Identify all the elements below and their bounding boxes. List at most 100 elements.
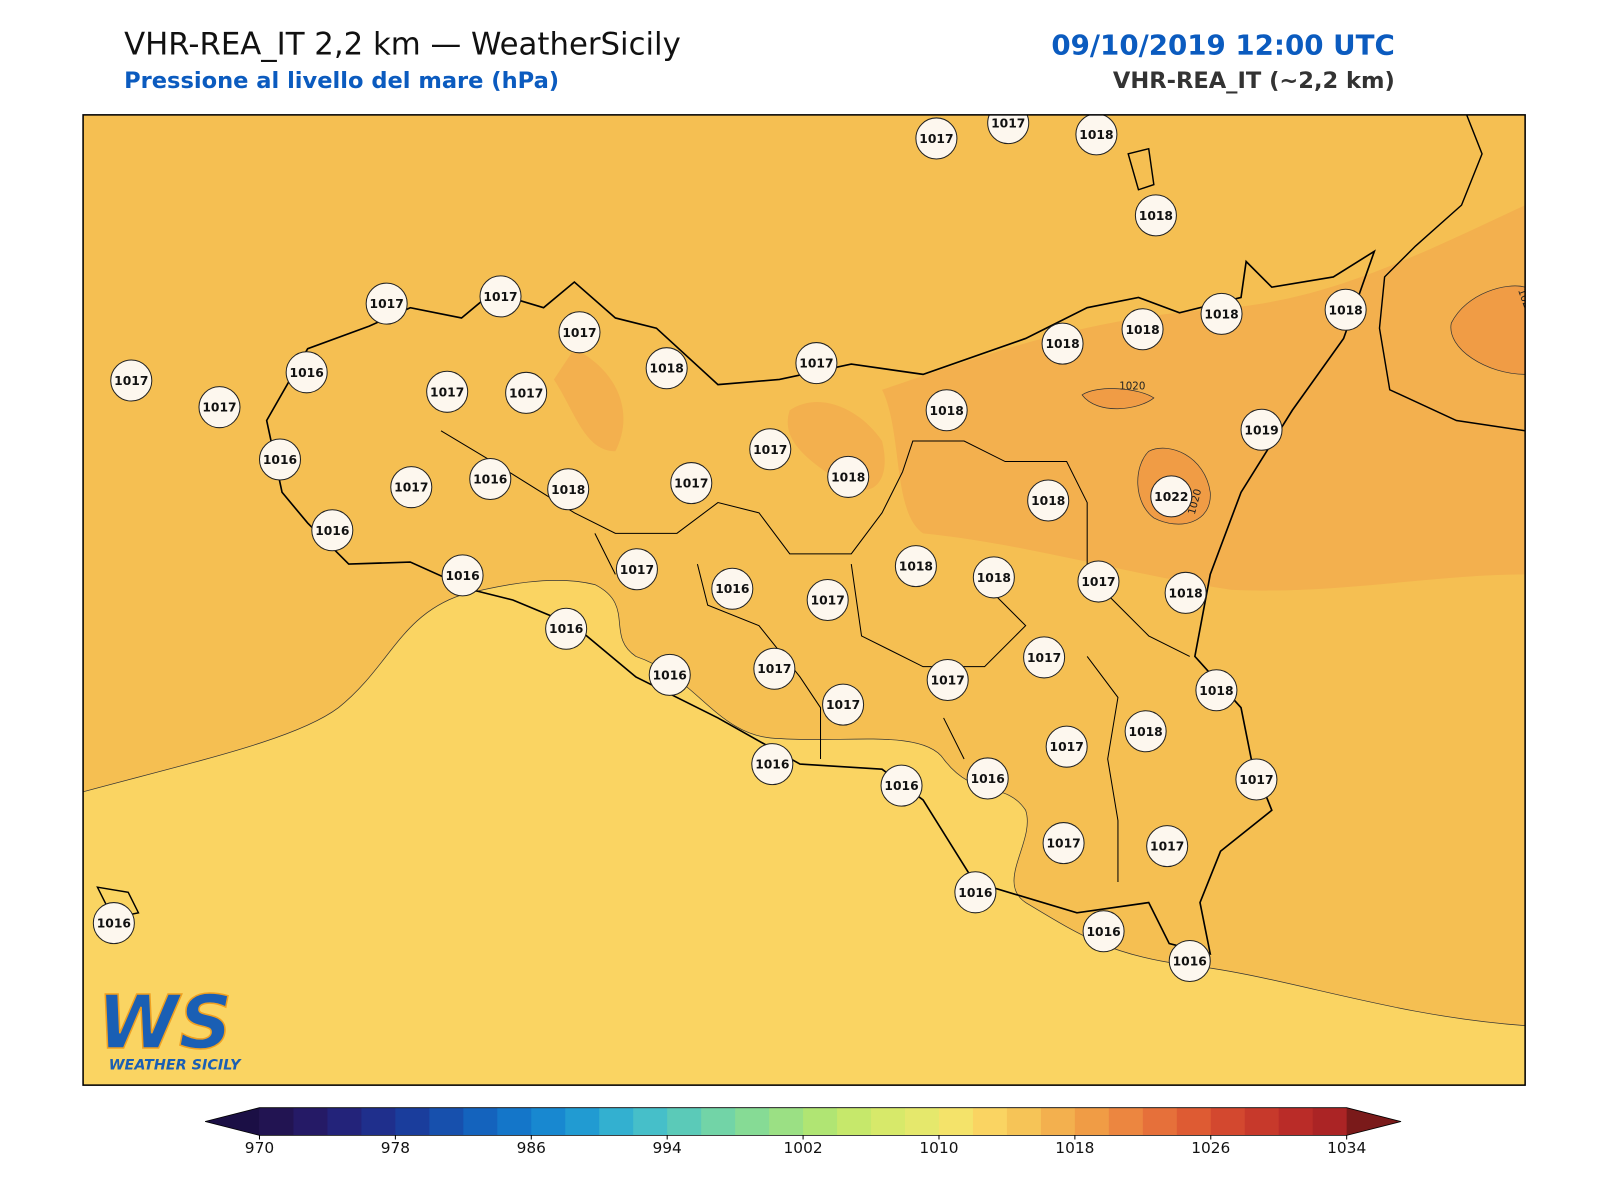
station-marker xyxy=(894,545,937,588)
station: 1016 xyxy=(311,509,354,552)
station-marker xyxy=(925,389,968,432)
colorbar-over xyxy=(1346,1107,1402,1136)
station-marker xyxy=(645,347,688,390)
station-marker xyxy=(1121,308,1164,351)
station-marker xyxy=(558,311,601,354)
station-marker xyxy=(545,607,588,650)
station-marker xyxy=(1124,710,1167,753)
station-marker xyxy=(1324,288,1367,331)
station-value: 1017 xyxy=(114,374,148,388)
colorbar-tick-label: 1018 xyxy=(1055,1139,1094,1157)
station-marker xyxy=(972,556,1015,599)
colorbar-bin xyxy=(735,1107,770,1136)
station: 1018 xyxy=(1121,308,1164,351)
station: 1017 xyxy=(505,371,548,414)
colorbar-bin xyxy=(463,1107,498,1136)
station-value: 1017 xyxy=(919,132,953,146)
station-marker xyxy=(1023,636,1066,679)
station: 1017 xyxy=(795,342,838,385)
station: 1017 xyxy=(198,386,241,429)
station: 1016 xyxy=(1082,910,1125,953)
station-marker xyxy=(1146,825,1189,868)
station-value: 1018 xyxy=(1139,209,1173,223)
colorbar-bin xyxy=(565,1107,600,1136)
station: 1016 xyxy=(258,438,302,481)
station-value: 1016 xyxy=(755,758,789,772)
station-marker xyxy=(479,275,522,318)
station-value: 1017 xyxy=(430,385,464,399)
station-marker xyxy=(751,743,794,786)
station-marker xyxy=(753,647,796,690)
station-marker xyxy=(1235,758,1278,801)
station-value: 1017 xyxy=(483,290,517,304)
contour-label: 102 xyxy=(1515,287,1533,310)
station: 1016 xyxy=(285,351,328,394)
station-value: 1018 xyxy=(1129,725,1163,739)
station: 1017 xyxy=(806,578,849,622)
station-marker xyxy=(285,351,328,394)
logo-mark: WS xyxy=(97,980,232,1066)
colorbar-bin xyxy=(1278,1107,1314,1136)
station-value: 1018 xyxy=(551,483,585,497)
station: 1018 xyxy=(645,347,688,390)
model: VHR-REA_IT (~2,2 km) xyxy=(1113,68,1395,94)
colorbar-bin xyxy=(599,1107,634,1136)
station-value: 1017 xyxy=(394,481,428,495)
field-1018 xyxy=(553,205,1526,591)
station: 1017 xyxy=(926,658,969,702)
station-value: 1017 xyxy=(620,563,654,577)
station-marker xyxy=(426,370,469,413)
colorbar-bin xyxy=(293,1107,328,1136)
colorbar-bin xyxy=(1142,1107,1178,1136)
station-value: 1017 xyxy=(811,594,845,608)
station: 1017 xyxy=(390,466,433,509)
station: 1019 xyxy=(1240,408,1283,451)
station-marker xyxy=(1077,560,1120,603)
station-value: 1018 xyxy=(1169,586,1203,600)
colorbar-bin xyxy=(1244,1107,1280,1136)
station: 1018 xyxy=(1124,710,1167,753)
station-value: 1017 xyxy=(757,662,791,676)
colorbar-bin xyxy=(1210,1107,1246,1136)
station-value: 1017 xyxy=(370,297,404,311)
station-marker xyxy=(806,578,849,622)
station-marker xyxy=(926,658,969,702)
station-value: 1016 xyxy=(315,524,349,538)
station-value: 1018 xyxy=(977,571,1011,585)
station: 1017 xyxy=(1042,822,1085,865)
station: 1017 xyxy=(1045,725,1088,768)
station: 1018 xyxy=(1324,288,1367,331)
colorbar-bin xyxy=(803,1107,838,1136)
station-marker xyxy=(1042,822,1085,865)
station: 1017 xyxy=(1077,560,1120,603)
station-marker xyxy=(1150,475,1193,518)
station: 1017 xyxy=(1235,758,1278,801)
station-marker xyxy=(1075,114,1118,156)
station-value: 1018 xyxy=(1045,337,1079,351)
colorbar-bin xyxy=(327,1107,362,1136)
colorbar-tick-label: 1034 xyxy=(1327,1139,1366,1157)
station-marker xyxy=(827,455,870,498)
station: 1016 xyxy=(966,757,1009,800)
station-value: 1016 xyxy=(445,569,479,583)
colorbar-bin xyxy=(497,1107,532,1136)
station: 1017 xyxy=(915,117,958,160)
station-value: 1016 xyxy=(263,453,297,467)
station: 1018 xyxy=(972,556,1015,599)
colorbar-bin xyxy=(905,1107,940,1136)
colorbar-bin xyxy=(701,1107,736,1136)
colorbar-bin xyxy=(972,1107,1008,1136)
station: 1018 xyxy=(894,545,937,588)
station: 1018 xyxy=(1200,292,1243,335)
station-value: 1017 xyxy=(799,357,833,371)
map: 1017 1017 1018 1018 1017 1017 1017 1018 1017 1018… xyxy=(83,114,1533,1086)
station-marker xyxy=(365,282,408,325)
station: 1018 xyxy=(1134,194,1177,237)
station-marker xyxy=(1045,725,1088,768)
station-value: 1016 xyxy=(971,772,1005,786)
station-value: 1017 xyxy=(562,326,596,340)
station: 1017 xyxy=(822,683,865,726)
station: 1018 xyxy=(1027,479,1070,522)
